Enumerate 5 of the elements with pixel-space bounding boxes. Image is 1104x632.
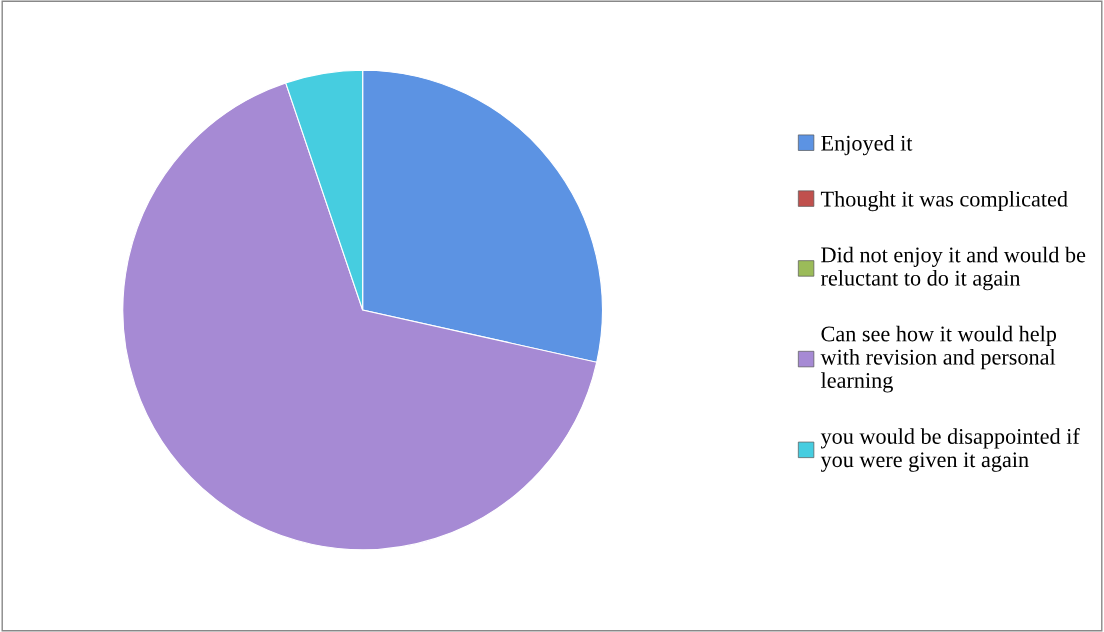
legend-label: you would be disappointed if you were given it again [820, 428, 1080, 472]
legend-label: Can see how it would help with revision and personal learning [820, 325, 1057, 393]
legend-label: Thought it was complicated [820, 190, 1068, 212]
legend-label: Enjoyed it [821, 135, 913, 156]
legend-label: Did not enjoy it and would be reluctant to do it again [820, 246, 1086, 291]
